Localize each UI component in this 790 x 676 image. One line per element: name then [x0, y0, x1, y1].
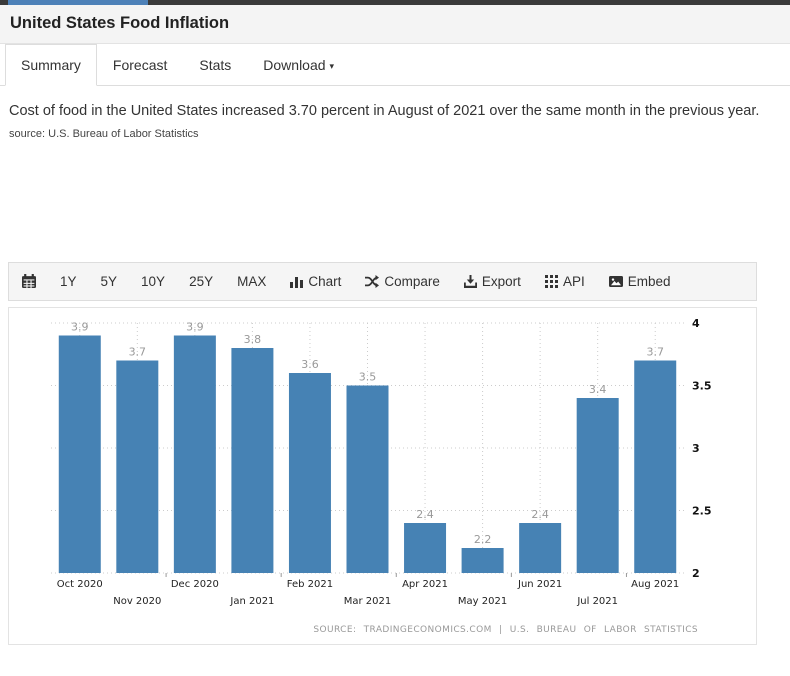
calendar-icon [22, 274, 36, 288]
svg-text:3.6: 3.6 [301, 358, 319, 371]
tab-download[interactable]: Download ▾ [263, 57, 335, 73]
range-10y-button[interactable]: 10Y [141, 273, 166, 289]
top-progress-bar [0, 0, 790, 5]
tab-bar: Summary Forecast Stats Download ▾ [0, 44, 790, 86]
svg-text:Feb 2021: Feb 2021 [287, 579, 333, 590]
svg-text:Apr 2021: Apr 2021 [402, 579, 448, 590]
tab-summary[interactable]: Summary [5, 44, 97, 86]
svg-text:Jan 2021: Jan 2021 [229, 596, 274, 607]
download-icon [463, 274, 477, 288]
svg-text:3.5: 3.5 [359, 370, 377, 383]
range-max-button[interactable]: MAX [237, 273, 267, 289]
compare-button[interactable]: Compare [365, 274, 440, 289]
svg-text:SOURCE: TRADINGECONOMICS.COM |: SOURCE: TRADINGECONOMICS.COM | U.S. BURE… [313, 625, 698, 635]
top-progress-accent [8, 0, 148, 5]
chart-card: 2 2.5 3 3.5 4 3.9 3.7 3.9 3.8 3.6 3.5 2.4 2.2 2.4 3.4 3… [8, 306, 757, 645]
svg-text:2.5: 2.5 [692, 504, 712, 517]
svg-text:3.9: 3.9 [186, 320, 204, 333]
summary-text: Cost of food in the United States increa… [9, 103, 760, 119]
svg-text:Nov 2020: Nov 2020 [113, 596, 161, 607]
grid-icon [544, 274, 558, 288]
svg-text:2.4: 2.4 [531, 508, 549, 521]
svg-text:3.7: 3.7 [129, 345, 147, 358]
svg-text:Aug 2021: Aug 2021 [631, 579, 679, 590]
export-button[interactable]: Export [463, 274, 521, 289]
tab-stats[interactable]: Stats [199, 57, 232, 73]
caret-down-icon: ▾ [329, 61, 335, 71]
svg-text:Dec 2020: Dec 2020 [171, 579, 219, 590]
inflation-chart[interactable]: 2 2.5 3 3.5 4 3.9 3.7 3.9 3.8 3.6 3.5 2.4 2.2 2.4 3.4 3… [9, 308, 756, 644]
svg-text:3: 3 [692, 442, 700, 455]
svg-text:3.7: 3.7 [646, 345, 664, 358]
svg-text:2.4: 2.4 [416, 508, 434, 521]
range-1y-button[interactable]: 1Y [60, 273, 77, 289]
svg-text:2: 2 [692, 567, 700, 580]
summary-paragraph: Cost of food in the United States increa… [9, 101, 780, 145]
svg-text:Jul 2021: Jul 2021 [576, 596, 618, 607]
svg-text:3.8: 3.8 [244, 333, 262, 346]
svg-text:Jun 2021: Jun 2021 [517, 579, 562, 590]
svg-text:Oct 2020: Oct 2020 [57, 579, 103, 590]
range-25y-button[interactable]: 25Y [189, 273, 214, 289]
image-icon [608, 275, 623, 287]
svg-text:Mar 2021: Mar 2021 [344, 596, 392, 607]
svg-text:2.2: 2.2 [474, 533, 492, 546]
svg-text:3.5: 3.5 [692, 379, 712, 392]
page-title: United States Food Inflation [10, 14, 230, 32]
svg-text:3.4: 3.4 [589, 383, 607, 396]
svg-text:May 2021: May 2021 [458, 596, 507, 607]
embed-button[interactable]: Embed [608, 274, 670, 289]
api-button[interactable]: API [544, 274, 585, 289]
chart-toolbar: 1Y 5Y 10Y 25Y MAX Chart Compare Export [8, 261, 757, 301]
range-5y-button[interactable]: 5Y [100, 273, 118, 289]
calendar-button[interactable] [22, 274, 36, 288]
svg-text:3.9: 3.9 [71, 320, 89, 333]
svg-text:4: 4 [692, 317, 700, 330]
shuffle-icon [365, 274, 380, 288]
tab-forecast[interactable]: Forecast [112, 57, 168, 73]
chart-type-button[interactable]: Chart [290, 274, 341, 289]
title-bar: United States Food Inflation [0, 5, 790, 44]
bar-chart-icon [290, 276, 304, 288]
summary-source-note: source: U.S. Bureau of Labor Statistics [9, 127, 199, 140]
